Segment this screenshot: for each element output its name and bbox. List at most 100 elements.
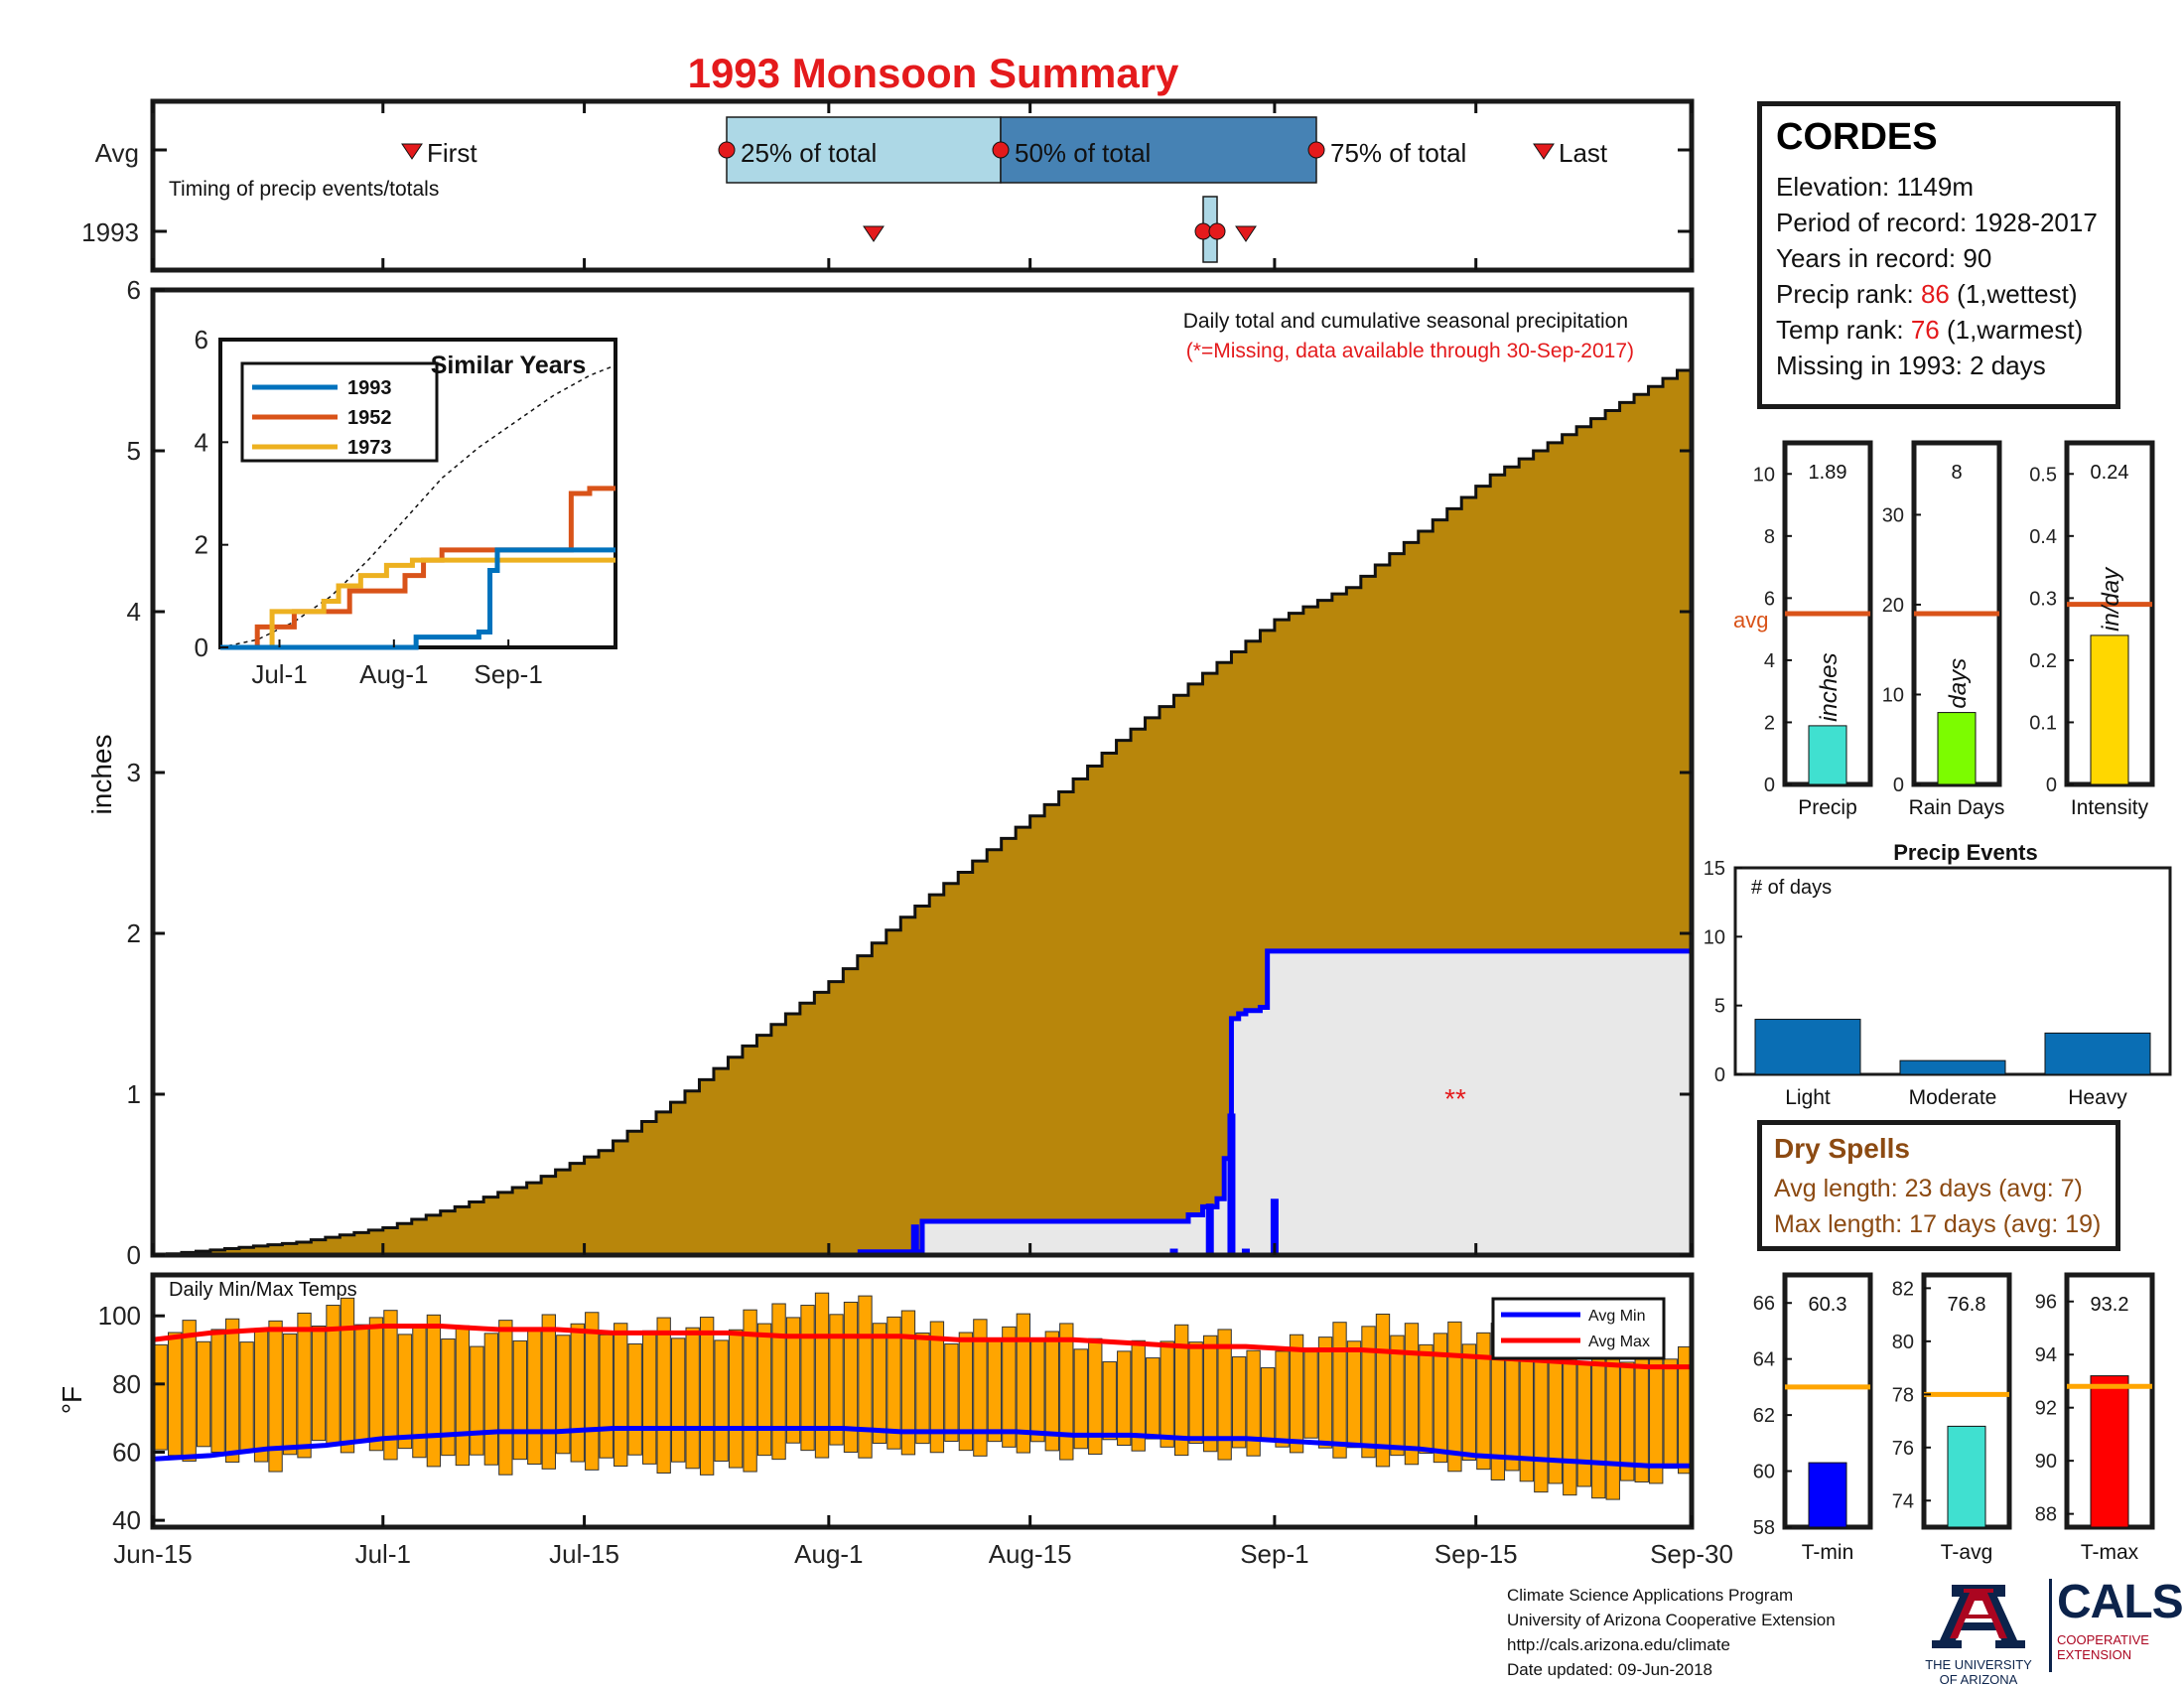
station-temp-rank: Temp rank: 76 (1,warmest) <box>1776 315 2084 345</box>
stat-panel-tick-label: 10 <box>1882 684 1904 706</box>
temp-title: Daily Min/Max Temps <box>169 1279 357 1301</box>
daily-temp-bar <box>1317 1336 1333 1449</box>
temp-stat-bar <box>1947 1425 1986 1528</box>
footer-line-1: Climate Science Applications Program <box>1507 1586 1794 1605</box>
avg-max-line <box>152 1323 1692 1370</box>
x-tick-label: Jun-15 <box>113 1539 193 1569</box>
daily-temp-bar <box>771 1303 786 1461</box>
avg-min-line <box>152 1425 1692 1469</box>
stat-panel-tick-label: 0.4 <box>2029 526 2057 548</box>
precip-y-tick-label: 6 <box>127 275 141 305</box>
precip-y-tick-label: 5 <box>127 436 141 466</box>
x-tick-label: Sep-15 <box>1434 1539 1518 1569</box>
dry-spells-avg: Avg length: 23 days (avg: 7) <box>1774 1175 2083 1202</box>
daily-temp-bar <box>153 1343 168 1451</box>
stat-panel-tick-label: 0 <box>2046 774 2057 796</box>
inset-y-tick-label: 0 <box>195 633 208 662</box>
precip-y-tick-label: 2 <box>127 918 141 948</box>
cals-coop-1: COOPERATIVE <box>2057 1632 2149 1647</box>
daily-temp-bar <box>253 1331 269 1463</box>
daily-temp-bar <box>268 1320 283 1473</box>
inset-1993-line <box>220 547 615 650</box>
daily-precip-bar <box>1205 1203 1214 1255</box>
daily-temp-bar <box>1275 1350 1290 1448</box>
precip-panel: ** Daily total and cumulative seasonal p… <box>86 275 1695 1270</box>
stat-panel-precip: 1.89 inches 0 2 4 6 8 10 Precip avg <box>1733 440 1873 819</box>
daily-temp-bar <box>1188 1341 1203 1444</box>
daily-temp-bar <box>1548 1350 1563 1484</box>
stat-panel-tick-label: 30 <box>1882 504 1904 526</box>
daily-temp-bar <box>800 1305 815 1452</box>
timing-tick-marks <box>151 101 1694 270</box>
daily-temp-bar <box>1663 1358 1678 1470</box>
daily-temp-bar <box>1202 1335 1218 1453</box>
stat-panel-label: Precip <box>1798 796 1857 819</box>
temp-stat-tick-label: 80 <box>1892 1332 1914 1353</box>
daily-temp-bar <box>642 1330 657 1465</box>
daily-temp-bar <box>743 1309 757 1473</box>
temp-stat-label: T-min <box>1802 1541 1854 1564</box>
temp-stat-tick-label: 60 <box>1753 1462 1775 1483</box>
daily-temp-bar <box>182 1320 197 1462</box>
daily-temp-bar <box>224 1318 240 1463</box>
daily-temp-bar <box>1289 1334 1304 1454</box>
daily-precip-bars <box>910 1113 1279 1255</box>
cals-wordmark: CALS <box>2057 1576 2184 1628</box>
daily-temp-bar <box>441 1338 456 1457</box>
daily-temp-bar <box>1361 1326 1376 1459</box>
inset-legend-1993: 1993 <box>347 377 392 399</box>
daily-temp-bar <box>944 1343 959 1443</box>
timing-avg-q25-marker <box>718 141 736 159</box>
inset-legend-1973: 1973 <box>347 437 392 459</box>
dry-spells-max: Max length: 17 days (avg: 19) <box>1774 1210 2102 1238</box>
footer-line-2: University of Arizona Cooperative Extens… <box>1507 1611 1836 1629</box>
daily-temp-bar <box>1260 1367 1276 1443</box>
stat-panel-avg-label: avg <box>1733 608 1768 633</box>
timing-q75-label: 75% of total <box>1330 138 1466 168</box>
precip-missing-note: (*=Missing, data available through 30-Se… <box>1186 340 1634 362</box>
daily-temp-bar <box>872 1323 887 1444</box>
daily-temp-bar <box>512 1339 528 1461</box>
temp-stat-frame <box>2064 1272 2155 1530</box>
stat-panel-bar <box>2090 634 2129 785</box>
daily-temp-bar <box>498 1320 513 1476</box>
temp-stat-tick-label: 92 <box>2035 1398 2057 1420</box>
events-title: Precip Events <box>1893 840 2038 865</box>
timing-avg-label: Avg <box>95 138 139 168</box>
daily-temp-bar <box>699 1317 715 1476</box>
stat-panel-unit: in/day <box>2098 566 2124 632</box>
precip-y-tick-label: 3 <box>127 758 141 787</box>
events-tick-label: 5 <box>1714 996 1725 1018</box>
daily-temp-bar <box>1246 1349 1261 1457</box>
daily-temp-bar <box>1030 1338 1045 1443</box>
similar-years-inset: 1993 1952 1973 Similar Years 0 2 4 6 Jul-1 Au… <box>195 325 617 689</box>
stat-panel-tick-label: 0.2 <box>2029 650 2057 672</box>
daily-temp-bar <box>1505 1346 1520 1472</box>
station-years: Years in record: 90 <box>1776 243 1992 273</box>
temp-legend-min: Avg Min <box>1588 1308 1646 1325</box>
temp-stat-label: T-max <box>2081 1541 2139 1564</box>
temp-ylabel: °F <box>57 1386 87 1414</box>
timing-first-label: First <box>427 138 478 168</box>
temp-stat-tick-label: 88 <box>2035 1504 2057 1526</box>
daily-temp-bar <box>1620 1361 1635 1481</box>
inset-x-tick-label: Aug-1 <box>359 659 428 689</box>
daily-temp-bar <box>570 1323 585 1463</box>
temp-stat-value: 93.2 <box>2091 1294 2129 1316</box>
daily-temp-bar <box>958 1332 974 1452</box>
missing-marker: ** <box>1444 1083 1466 1114</box>
timing-avg-q75-marker <box>1307 141 1325 159</box>
daily-temp-bar <box>1375 1313 1391 1468</box>
events-tick-label: 0 <box>1714 1064 1725 1086</box>
daily-temp-bar <box>728 1329 744 1469</box>
daily-temp-bar <box>1073 1348 1088 1450</box>
temp-frame <box>150 1272 1695 1530</box>
inset-y-tick-label: 4 <box>195 427 208 457</box>
inset-legend-1952: 1952 <box>347 407 392 429</box>
daily-temp-bar <box>483 1333 499 1466</box>
daily-temp-bar <box>814 1292 830 1459</box>
stat-panel-tick-label: 8 <box>1764 526 1775 548</box>
daily-temp-bar <box>900 1310 916 1456</box>
